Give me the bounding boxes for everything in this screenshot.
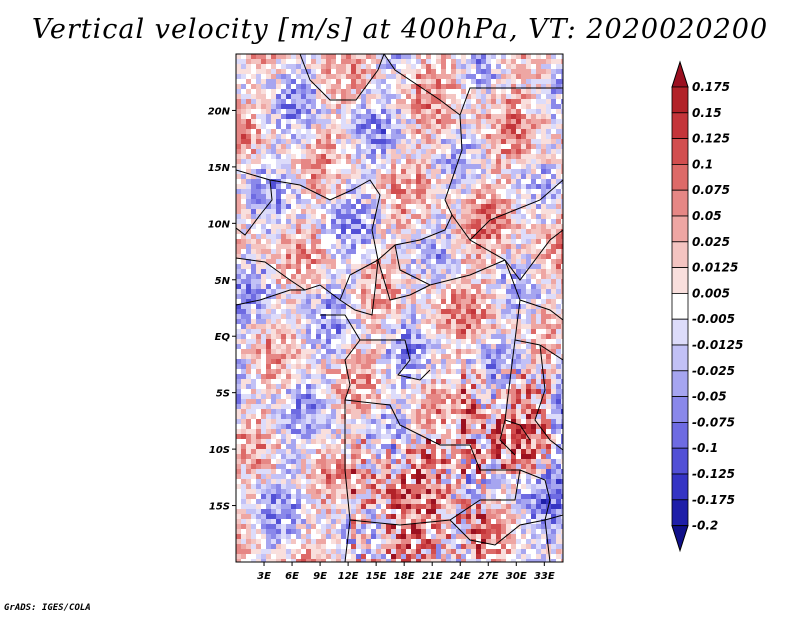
- colorbar-swatch: [671, 344, 689, 372]
- lon-label: 30E: [506, 571, 527, 582]
- lat-label: 15S: [209, 502, 230, 513]
- colorbar-swatch: [671, 318, 689, 346]
- colorbar-label: 0.0125: [692, 261, 738, 275]
- lat-label: 10N: [208, 219, 231, 230]
- colorbar-swatch: [671, 215, 689, 243]
- colorbar-label: -0.125: [692, 467, 735, 481]
- lat-label: 10S: [209, 445, 230, 456]
- colorbar-swatch: [671, 447, 689, 475]
- lon-label: 27E: [478, 571, 499, 582]
- lon-label: 21E: [422, 571, 443, 582]
- colorbar-swatch: [671, 267, 689, 294]
- lon-label: 18E: [394, 571, 415, 582]
- lon-label: 12E: [338, 571, 359, 582]
- lat-label: 20N: [208, 106, 231, 117]
- colorbar-swatch: [671, 396, 689, 423]
- colorbar-swatch: [671, 370, 689, 397]
- lon-label: 3E: [257, 571, 271, 582]
- colorbar-label: 0.125: [692, 132, 730, 146]
- colorbar-label: 0.075: [692, 183, 730, 197]
- lon-label: 6E: [285, 571, 299, 582]
- colorbar-label: 0.175: [692, 80, 730, 94]
- colorbar-swatch: [671, 86, 689, 114]
- colorbar-label: -0.1: [692, 441, 718, 455]
- colorbar-swatch: [671, 189, 689, 217]
- lon-label: 9E: [313, 571, 327, 582]
- velocity-field: [236, 54, 563, 562]
- colorbar: 0.175 0.15 0.125 0.1 0.075 0.05 0.025 0.0125 0.0…: [671, 60, 743, 553]
- colorbar-swatch: [671, 292, 689, 320]
- lon-label: 15E: [366, 571, 387, 582]
- colorbar-label: -0.005: [692, 312, 735, 326]
- colorbar-swatch: [671, 241, 689, 269]
- lon-label: 24E: [450, 571, 471, 582]
- colorbar-swatch: [671, 499, 689, 526]
- colorbar-label: 0.05: [692, 209, 722, 223]
- map-frame: [235, 53, 564, 563]
- lat-label: EQ: [215, 332, 231, 343]
- colorbar-top-arrow: [671, 60, 689, 88]
- colorbar-label: -0.075: [692, 415, 735, 429]
- colorbar-swatch: [671, 421, 689, 449]
- colorbar-swatch: [671, 138, 689, 165]
- footer-credit: GrADS: IGES/COLA: [4, 603, 91, 613]
- colorbar-label: -0.025: [692, 364, 735, 378]
- colorbar-swatch: [671, 112, 689, 140]
- map-axes: 20N 15N 10N 5N EQ 5S 10S 15S 3E 6E 9E 12E 15E 18E 21E 2…: [208, 106, 555, 582]
- lon-label: 33E: [534, 571, 555, 582]
- colorbar-swatch: [671, 473, 689, 501]
- country-borders: [236, 54, 563, 562]
- colorbar-label: -0.05: [692, 390, 727, 404]
- colorbar-label: 0.005: [692, 286, 730, 300]
- colorbar-label: -0.2: [692, 519, 718, 533]
- colorbar-label: 0.1: [692, 157, 713, 171]
- colorbar-bottom-arrow: [671, 525, 689, 553]
- map-title: Vertical velocity [m/s] at 400hPa, VT: 2…: [31, 14, 769, 45]
- colorbar-label: 0.15: [692, 106, 722, 120]
- colorbar-label: -0.175: [692, 493, 735, 507]
- lat-label: 5S: [216, 389, 230, 400]
- colorbar-label: -0.0125: [692, 338, 743, 352]
- colorbar-swatch: [671, 163, 689, 191]
- lat-label: 15N: [208, 163, 231, 174]
- colorbar-label: 0.025: [692, 235, 730, 249]
- lat-label: 5N: [215, 276, 231, 287]
